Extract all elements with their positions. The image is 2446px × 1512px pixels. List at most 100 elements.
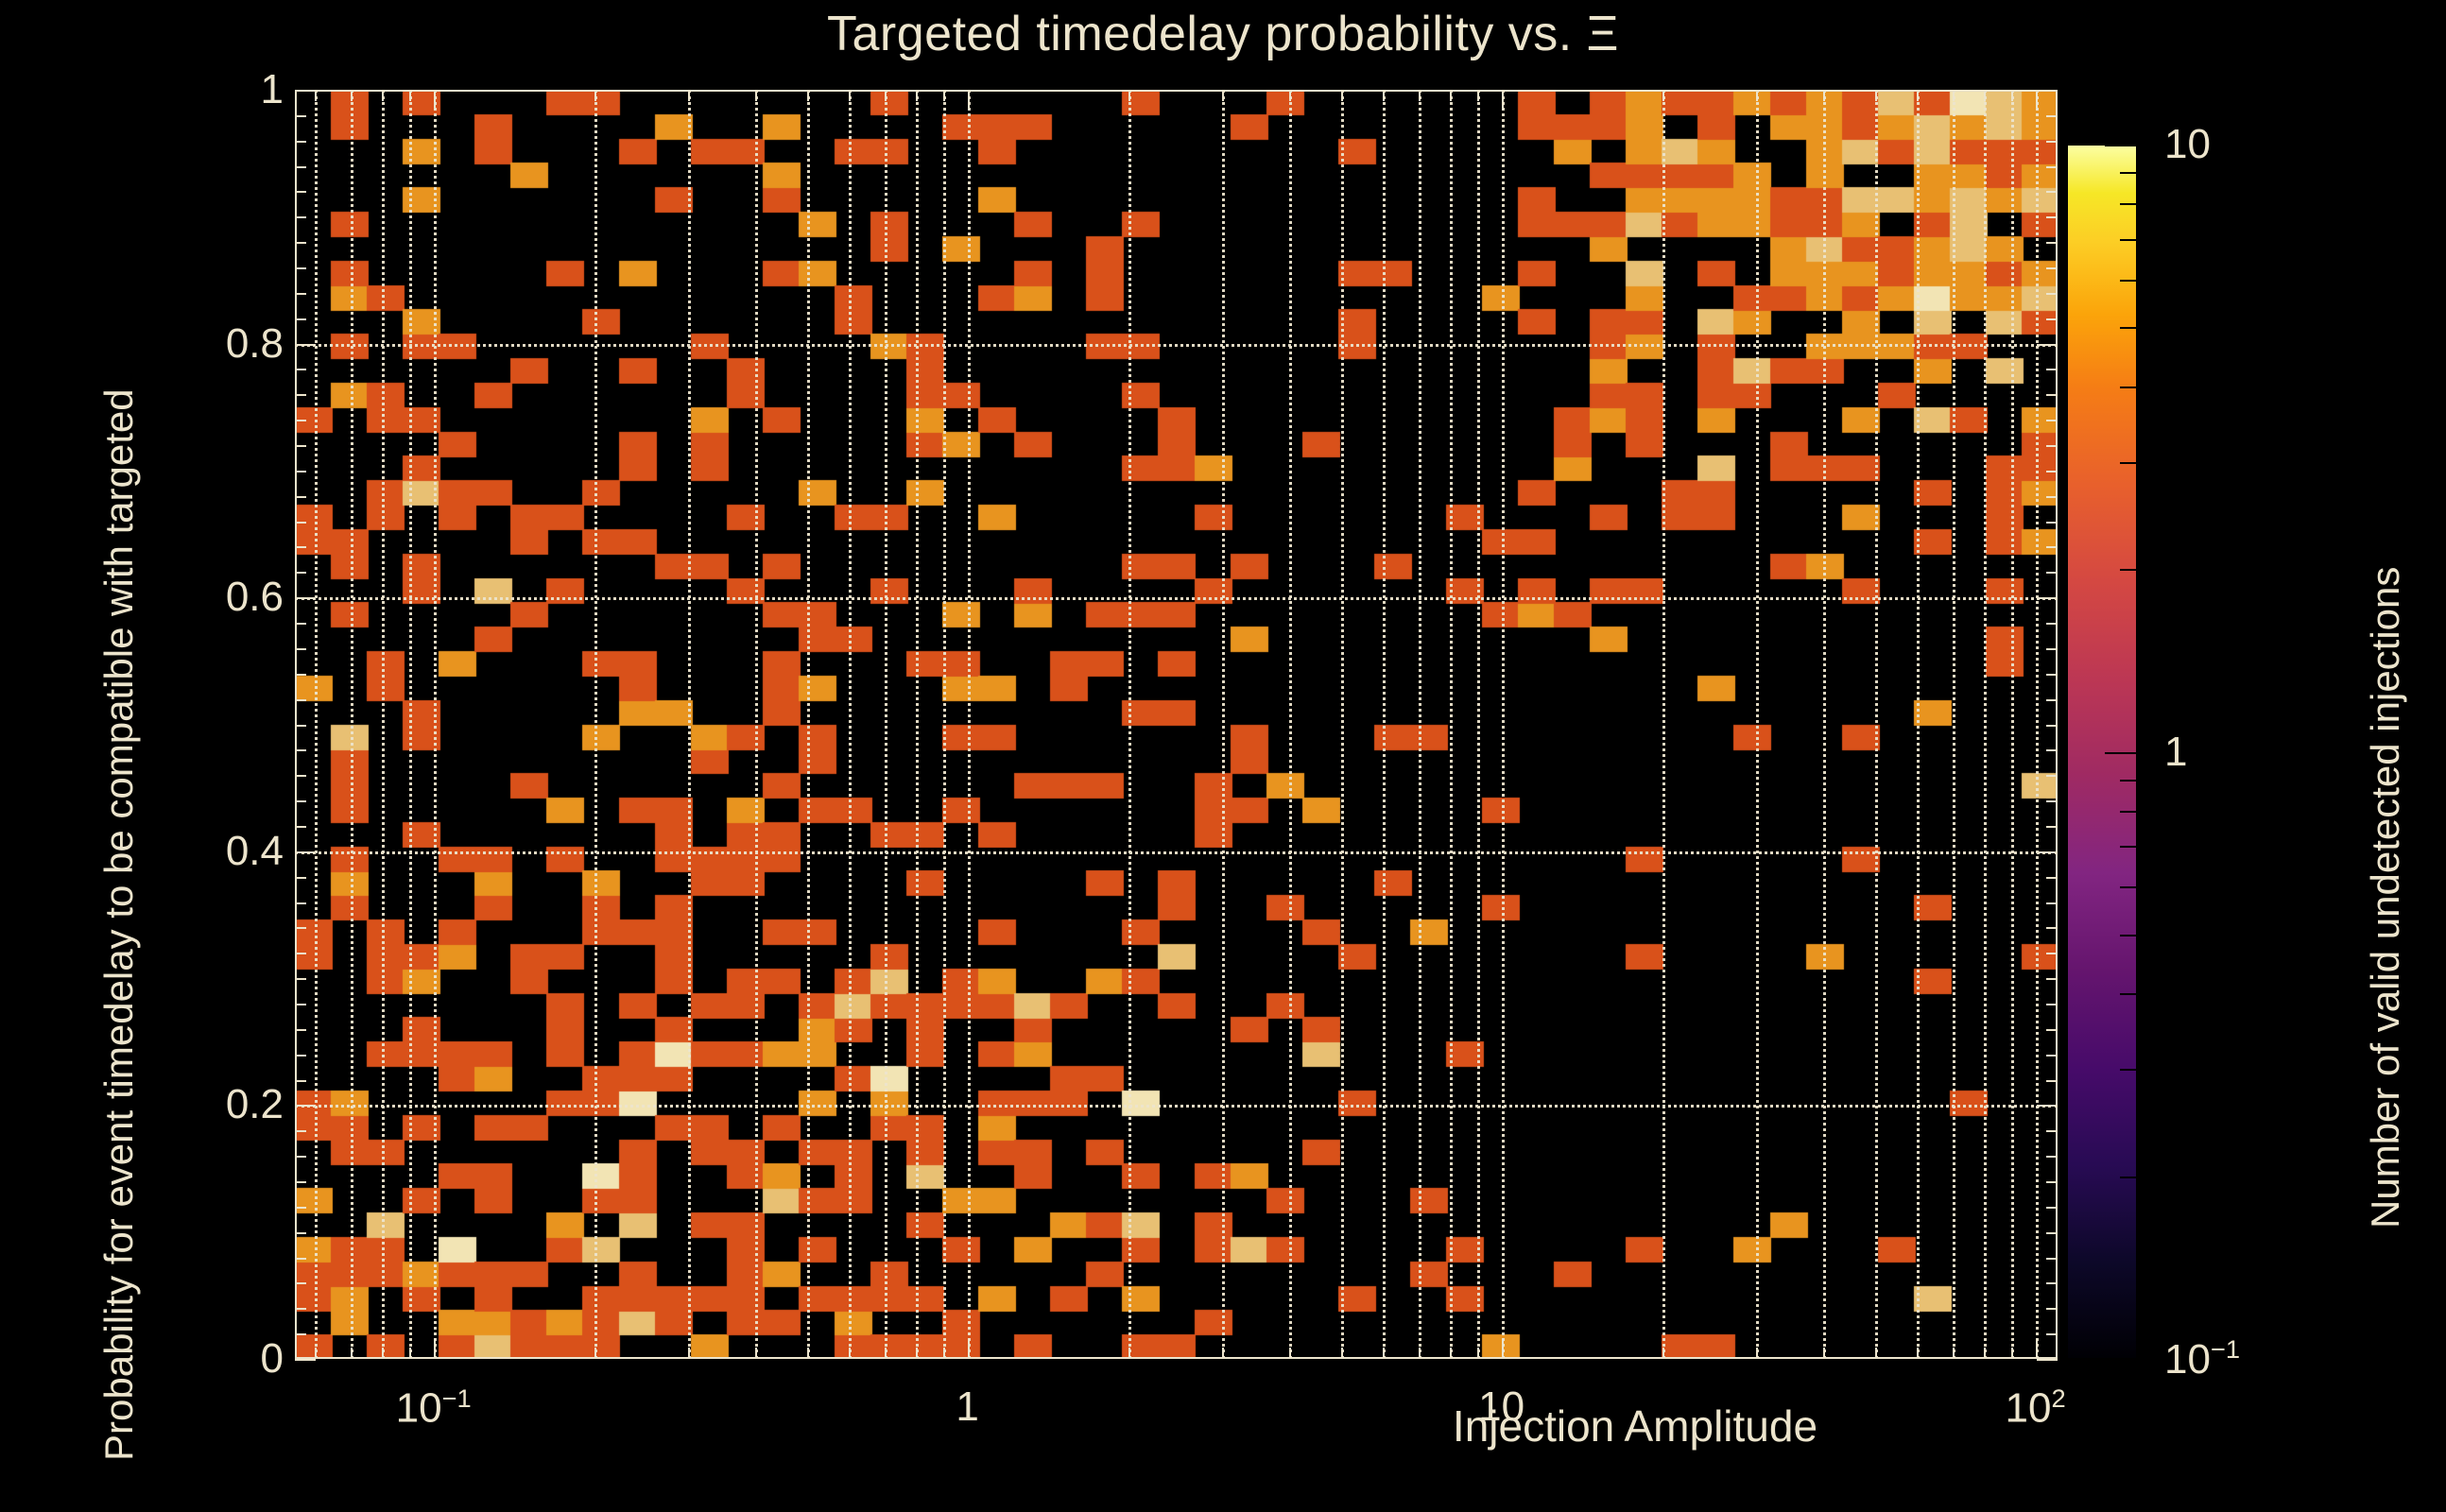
y-axis-tick — [2046, 978, 2058, 981]
x-axis-tick — [408, 1348, 411, 1359]
y-axis-tick — [295, 242, 306, 245]
y-axis-tick — [295, 445, 306, 448]
x-axis-tick — [1476, 1348, 1479, 1359]
y-axis-tick — [2046, 698, 2058, 701]
y-axis-tick — [2046, 546, 2058, 549]
y-axis-tick — [2037, 597, 2058, 600]
y-axis-tick — [2046, 1308, 2058, 1311]
x-axis-tick — [351, 90, 353, 101]
x-axis-tick — [351, 1348, 353, 1359]
colorbar-tick — [2120, 993, 2137, 996]
colorbar-tick — [2120, 846, 2137, 849]
y-axis-tick — [295, 292, 306, 295]
x-axis-tick — [806, 1348, 809, 1359]
x-axis-tick — [967, 1338, 970, 1359]
y-axis-tick — [295, 825, 306, 828]
y-axis-tick — [295, 1003, 306, 1005]
colorbar-tick — [2120, 1176, 2137, 1178]
colorbar-tick — [2120, 238, 2137, 241]
colorbar-tick — [2120, 886, 2137, 889]
y-axis-tick — [2046, 1003, 2058, 1005]
x-axis-tick — [2035, 90, 2038, 111]
y-axis-tick — [295, 546, 306, 549]
colorbar-tick — [2105, 145, 2137, 146]
y-axis-tick — [295, 749, 306, 752]
x-axis-tick — [2035, 1338, 2038, 1359]
y-axis-tick — [295, 1257, 306, 1260]
y-axis-tick — [2046, 1180, 2058, 1183]
y-axis-tick — [2046, 825, 2058, 828]
colorbar-tick — [2120, 327, 2137, 330]
y-axis-tick — [295, 1180, 306, 1183]
x-axis-tick — [381, 90, 384, 101]
y-axis-tick — [295, 800, 306, 803]
y-axis-tick-label-0: 1 — [260, 66, 284, 112]
x-axis-tick — [2010, 90, 2013, 101]
y-axis-tick — [2046, 749, 2058, 752]
x-axis-tick — [1449, 90, 1452, 101]
x-axis-tick — [381, 1348, 384, 1359]
y-axis-tick — [2046, 191, 2058, 194]
colorbar-tick — [2120, 779, 2137, 782]
y-axis-tick — [2046, 927, 2058, 930]
x-axis-tick — [754, 90, 757, 101]
y-axis-tick — [2046, 1231, 2058, 1234]
y-axis-tick — [2046, 572, 2058, 575]
y-axis-tick — [2037, 1359, 2058, 1361]
x-axis-tick — [967, 90, 970, 111]
y-axis-tick — [2046, 1028, 2058, 1031]
heatmap-cells — [295, 90, 2058, 1359]
y-axis-tick — [295, 1156, 306, 1159]
y-axis-tick — [2037, 343, 2058, 346]
y-axis-tick — [295, 724, 306, 727]
x-axis-tick-label-3: 102 — [2005, 1383, 2066, 1432]
x-axis-tick — [433, 1338, 436, 1359]
y-axis-tick — [2046, 876, 2058, 879]
y-axis-tick — [295, 470, 306, 472]
x-axis-tick — [1822, 1348, 1825, 1359]
x-axis-tick — [942, 1348, 945, 1359]
x-axis-tick-label-2: 10 — [1478, 1383, 1525, 1430]
chart-title: Targeted timedelay probability vs. Ξ — [827, 7, 1619, 61]
x-axis-tick — [1917, 1348, 1920, 1359]
y-axis-tick — [295, 369, 306, 371]
x-axis-tick — [1128, 1348, 1130, 1359]
x-axis-tick — [1501, 1338, 1504, 1359]
colorbar-tick — [2105, 1359, 2137, 1361]
heatmap-canvas — [295, 90, 2058, 1359]
y-axis-tick — [295, 1130, 306, 1133]
x-axis-tick — [688, 1348, 691, 1359]
x-axis-tick — [915, 90, 918, 101]
y-axis-tick — [295, 698, 306, 701]
y-axis-tick — [2046, 1130, 2058, 1133]
y-axis-tick — [295, 623, 306, 626]
y-axis-tick — [295, 267, 306, 270]
y-axis-tick-label-3: 0.4 — [225, 827, 284, 874]
colorbar-tick — [2120, 203, 2137, 206]
x-axis-tick-label-1: 1 — [956, 1383, 979, 1430]
x-axis-tick — [433, 90, 436, 111]
y-axis-tick — [295, 165, 306, 168]
y-axis-tick — [2046, 495, 2058, 498]
y-axis-tick — [295, 521, 306, 524]
colorbar-tick — [2120, 461, 2137, 464]
x-axis-tick — [1383, 1348, 1386, 1359]
y-axis-tick — [2046, 420, 2058, 422]
y-axis-tick — [295, 1231, 306, 1234]
y-axis-tick — [295, 775, 306, 778]
y-axis-tick — [2046, 216, 2058, 219]
y-axis-tick — [295, 1079, 306, 1082]
x-axis-tick — [849, 1348, 852, 1359]
y-axis-tick — [295, 1282, 306, 1285]
y-axis-tick — [2046, 724, 2058, 727]
x-axis-tick — [315, 90, 318, 101]
y-axis-tick-label-1: 0.8 — [225, 319, 284, 367]
x-axis-tick — [1953, 90, 1955, 101]
y-axis-tick — [295, 114, 306, 117]
y-axis-tick — [2046, 800, 2058, 803]
x-axis-tick-label-0: 10−1 — [395, 1383, 472, 1432]
y-axis-tick — [2046, 470, 2058, 472]
x-axis-tick — [1501, 90, 1504, 111]
colorbar-tick — [2120, 569, 2137, 572]
y-axis-tick — [2046, 953, 2058, 955]
